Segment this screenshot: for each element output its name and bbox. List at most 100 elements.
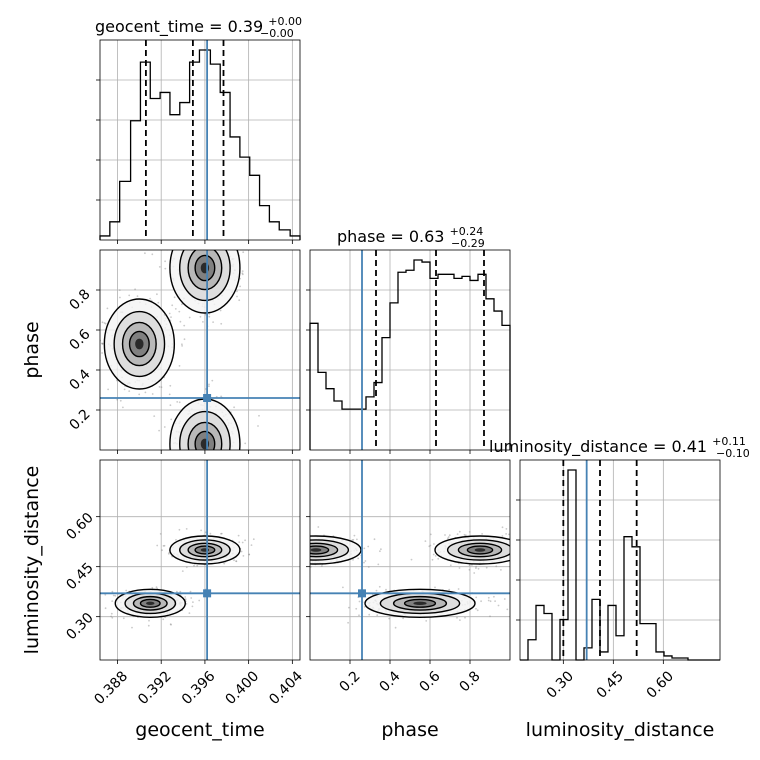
sample-point <box>510 546 512 548</box>
sample-point <box>187 228 189 230</box>
sample-point <box>298 548 300 550</box>
sample-point <box>505 528 508 530</box>
sample-point <box>269 531 271 533</box>
sample-point <box>444 534 446 536</box>
sample-point <box>104 607 107 610</box>
sample-point <box>79 323 81 325</box>
sample-point <box>144 391 147 394</box>
sample-point <box>187 475 189 477</box>
sample-point <box>225 474 227 476</box>
sample-point <box>464 616 466 619</box>
sample-point <box>476 609 479 612</box>
hist-frame-phase <box>309 249 511 451</box>
sample-point <box>184 461 186 463</box>
sample-point <box>489 615 491 618</box>
title-luminosity-distance-upper: +0.11 <box>712 435 746 448</box>
sample-point <box>516 556 518 558</box>
sample-point <box>226 456 228 458</box>
sample-point <box>410 558 413 561</box>
hist-group-geocent_time <box>99 49 301 240</box>
sample-point <box>210 245 212 247</box>
sample-point <box>303 545 305 547</box>
sample-point <box>468 568 471 571</box>
sample-point <box>517 554 519 556</box>
sample-point <box>183 232 185 234</box>
sample-point <box>185 450 187 452</box>
sample-point <box>122 406 124 409</box>
sample-point <box>379 550 381 553</box>
sample-point <box>378 585 381 588</box>
sample-point <box>226 470 228 472</box>
sample-point <box>305 546 307 548</box>
sample-point <box>198 491 200 493</box>
sample-point <box>181 497 183 499</box>
sample-point <box>192 471 194 473</box>
sample-point <box>184 596 187 598</box>
xtick-label-luminosity_distance: 0.30 <box>544 668 577 701</box>
sample-point <box>183 338 186 341</box>
sample-point <box>136 295 139 297</box>
xtick-label-phase: 0.2 <box>337 668 364 695</box>
sample-point <box>181 303 183 306</box>
sample-point <box>217 235 219 237</box>
sample-point <box>174 308 177 310</box>
sample-point <box>185 566 188 569</box>
sample-point <box>192 601 194 603</box>
sample-point <box>153 415 156 417</box>
sample-point <box>272 564 274 566</box>
sample-point <box>268 564 270 566</box>
sample-point <box>425 620 428 622</box>
sample-point <box>157 301 160 304</box>
sample-point <box>530 551 532 553</box>
sample-point <box>179 590 182 593</box>
sample-point <box>233 406 236 409</box>
sample-point <box>284 550 286 552</box>
sample-point <box>217 474 219 476</box>
density-panel-phase-luminosity_distance <box>268 526 532 629</box>
sample-point <box>302 543 304 545</box>
title-geocent-time-lower: −0.00 <box>260 27 294 40</box>
sample-point <box>208 470 210 472</box>
sample-point <box>176 451 178 453</box>
sample-point <box>449 564 452 567</box>
sample-point <box>285 553 287 555</box>
sample-point <box>226 474 228 476</box>
xtick-label-geocent_time: 0.404 <box>266 668 306 708</box>
contour-level-5 <box>146 601 155 606</box>
ytick-label-phase: 0.8 <box>67 286 94 313</box>
sample-point <box>204 313 207 316</box>
sample-point <box>296 542 298 544</box>
density-frame-geocent_time-luminosity_distance <box>99 459 301 661</box>
sample-point <box>201 471 203 473</box>
sample-point <box>388 617 391 620</box>
sample-point <box>296 539 298 541</box>
sample-point <box>151 586 154 589</box>
sample-point <box>473 572 476 574</box>
density-frame-geocent_time-phase <box>99 249 301 451</box>
xtick-label-geocent_time: 0.396 <box>179 668 219 708</box>
sample-point <box>307 532 309 534</box>
sample-point <box>163 426 166 428</box>
sample-point <box>206 451 208 453</box>
sample-point <box>220 322 223 325</box>
title-phase: phase = 0.63 +0.24 <box>337 225 483 246</box>
sample-point <box>242 251 245 254</box>
sample-point <box>228 452 230 454</box>
title-phase-prefix: phase = 0.63 <box>337 227 444 246</box>
sample-point <box>224 216 226 218</box>
xtick-label-phase: 0.8 <box>457 668 484 695</box>
sample-point <box>288 546 290 548</box>
sample-point <box>279 536 281 538</box>
sample-point <box>511 554 513 556</box>
sample-point <box>123 388 126 391</box>
sample-point <box>252 538 255 541</box>
sample-point <box>128 390 131 392</box>
sample-point <box>385 588 387 591</box>
sample-point <box>447 537 449 540</box>
sample-point <box>162 545 165 547</box>
sample-point <box>294 554 296 556</box>
sample-point <box>154 466 156 468</box>
sample-point <box>195 467 197 469</box>
sample-point <box>162 463 164 465</box>
sample-point <box>193 469 195 471</box>
